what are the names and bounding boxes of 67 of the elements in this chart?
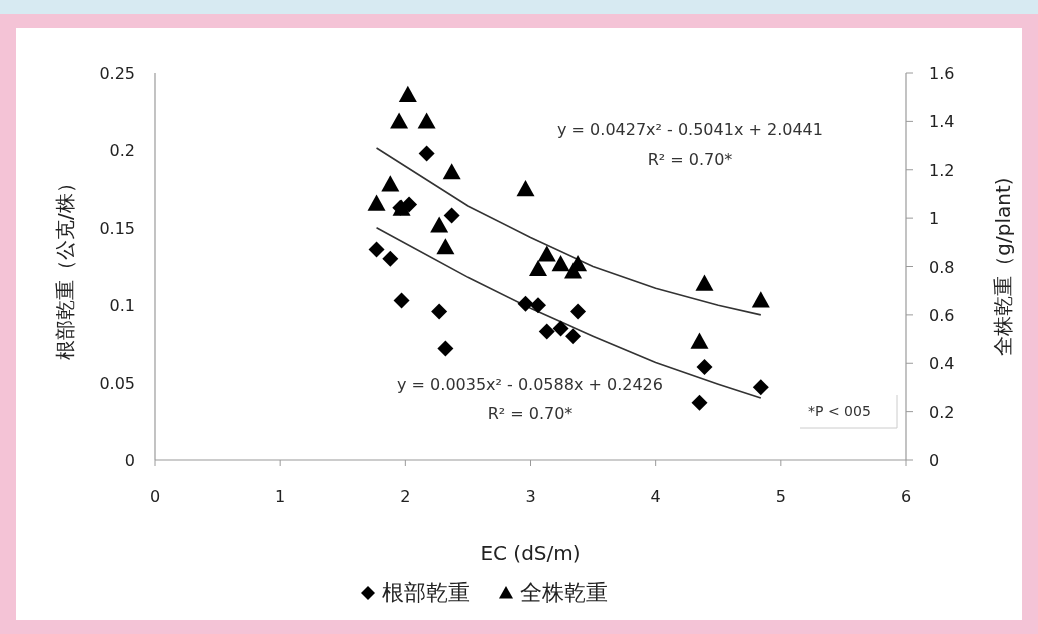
annotation: y = 0.0035x² - 0.0588x + 0.2426 xyxy=(397,375,663,394)
annotation: y = 0.0427x² - 0.5041x + 2.0441 xyxy=(557,120,823,139)
legend-label: 根部乾重 xyxy=(382,580,470,605)
x-tick-label: 6 xyxy=(900,487,912,506)
x-tick-label: 4 xyxy=(650,487,661,506)
point xyxy=(752,379,769,396)
point xyxy=(381,175,400,192)
y2-tick-label: 1.2 xyxy=(929,160,955,180)
point xyxy=(401,196,418,213)
y-tick-label: 0.05 xyxy=(99,373,135,393)
y-tick-label: 0.25 xyxy=(99,63,135,83)
legend-label: 全株乾重 xyxy=(520,580,608,605)
point xyxy=(368,241,385,258)
point xyxy=(436,238,455,255)
point xyxy=(570,303,587,320)
y-tick-label: 0.15 xyxy=(99,218,135,238)
point xyxy=(390,112,409,129)
y2-axis-title: 全株乾重（g/plant) xyxy=(991,177,1015,356)
y-tick-label: 0.2 xyxy=(109,140,135,160)
point xyxy=(443,207,460,224)
x-tick-label: 5 xyxy=(775,487,786,506)
point xyxy=(565,328,582,345)
y2-tick-label: 0.6 xyxy=(929,305,955,325)
point xyxy=(696,359,713,376)
point xyxy=(564,262,583,279)
y2-tick-label: 0.4 xyxy=(929,353,955,373)
point xyxy=(367,194,386,211)
point xyxy=(437,340,454,357)
point xyxy=(691,394,708,411)
y2-tick-label: 1 xyxy=(929,208,940,228)
y2-tick-label: 0.2 xyxy=(929,402,955,422)
point xyxy=(442,163,461,180)
point xyxy=(552,320,569,337)
y2-tick-label: 0.8 xyxy=(929,257,955,276)
x-tick-label: 0 xyxy=(149,487,161,506)
y2-tick-label: 0 xyxy=(929,450,940,470)
y-tick-label: 0.1 xyxy=(109,295,135,315)
point xyxy=(529,259,548,277)
x-axis-title: EC (dS/m) xyxy=(480,541,581,565)
point xyxy=(393,292,410,309)
y2-tick-label: 1.4 xyxy=(929,111,955,131)
annotation: R² = 0.70* xyxy=(487,404,573,423)
point xyxy=(431,303,448,320)
x-tick-label: 2 xyxy=(400,487,411,506)
point xyxy=(382,250,399,267)
y2-tick-label: 1.6 xyxy=(929,63,955,83)
point xyxy=(517,295,534,312)
point xyxy=(690,332,709,349)
point xyxy=(551,255,570,272)
point xyxy=(516,180,535,197)
line-series xyxy=(375,227,762,399)
point xyxy=(398,85,417,102)
point xyxy=(530,297,547,314)
line-series xyxy=(375,147,762,316)
annotation: *P < 005 xyxy=(808,403,871,419)
point xyxy=(751,291,770,308)
point xyxy=(695,274,714,291)
x-tick-label: 1 xyxy=(275,487,286,506)
point xyxy=(537,245,556,262)
point xyxy=(418,145,435,162)
point xyxy=(538,323,555,340)
y-axis-title: 根部乾重（公克/株） xyxy=(53,173,77,360)
annotation: R² = 0.70* xyxy=(647,150,733,169)
point xyxy=(417,112,436,129)
y-tick-label: 0 xyxy=(124,450,135,470)
point xyxy=(430,216,449,233)
x-tick-label: 3 xyxy=(525,487,536,506)
